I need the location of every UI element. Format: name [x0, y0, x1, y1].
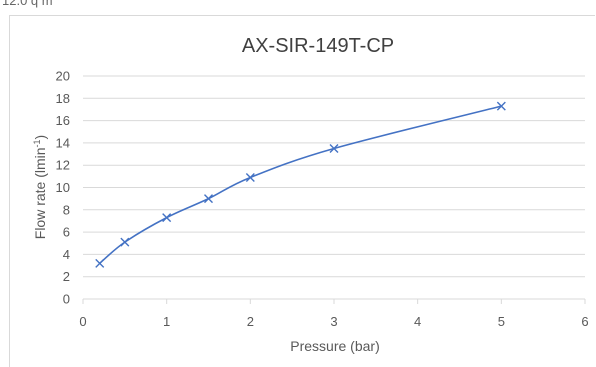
x-tick-label: 4: [414, 314, 421, 329]
chart-title: AX-SIR-149T-CP: [242, 35, 394, 57]
data-point-stroke: [329, 143, 339, 153]
y-tick-label: 12: [56, 158, 70, 173]
y-axis-title-superscript: -1: [32, 139, 42, 147]
y-tick-label: 4: [63, 247, 70, 262]
y-tick-label: 6: [63, 225, 70, 240]
data-point-x-marker: [496, 101, 506, 111]
x-tick-label: 3: [330, 314, 337, 329]
data-point-x-marker: [95, 258, 105, 268]
y-tick-label: 16: [56, 113, 70, 128]
data-point-x-marker: [204, 194, 213, 204]
top-partial-text: 12.0 q m: [2, 0, 53, 8]
y-tick-label: 14: [56, 135, 70, 150]
data-point-stroke: [120, 237, 130, 247]
x-tick-label: 6: [581, 314, 588, 329]
data-point-stroke: [162, 213, 172, 223]
x-tick-label: 2: [247, 314, 254, 329]
gridlines: [83, 75, 585, 300]
y-axis-title-main: Flow rate (lmin: [32, 147, 48, 239]
data-point-stroke: [204, 194, 213, 204]
chart-container: [9, 15, 595, 367]
y-axis-title: Flow rate (lmin-1): [32, 135, 48, 239]
data-point-stroke: [496, 101, 506, 111]
data-point-x-marker: [329, 143, 339, 153]
y-tick-label: 18: [56, 91, 70, 106]
y-axis-title-group: Flow rate (lmin-1): [32, 135, 48, 239]
data-point-stroke: [95, 258, 105, 268]
axes: [82, 298, 586, 304]
data-point-stroke: [245, 172, 255, 182]
data-point-x-marker: [120, 237, 130, 247]
x-tick-label: 0: [79, 314, 86, 329]
data-point-x-marker: [245, 172, 255, 182]
data-series: [95, 101, 506, 268]
y-tick-label: 8: [63, 202, 70, 217]
y-tick-label: 2: [63, 269, 70, 284]
x-tick-label: 1: [163, 314, 170, 329]
y-tick-label: 20: [56, 69, 70, 84]
x-tick-label: 5: [498, 314, 505, 329]
y-axis-title-suffix: ): [32, 135, 48, 140]
series-line: [99, 105, 502, 264]
y-tick-label: 10: [56, 180, 70, 195]
data-point-x-marker: [162, 213, 172, 223]
y-tick-label: 0: [63, 292, 70, 307]
x-axis-title: Pressure (bar): [290, 338, 379, 354]
